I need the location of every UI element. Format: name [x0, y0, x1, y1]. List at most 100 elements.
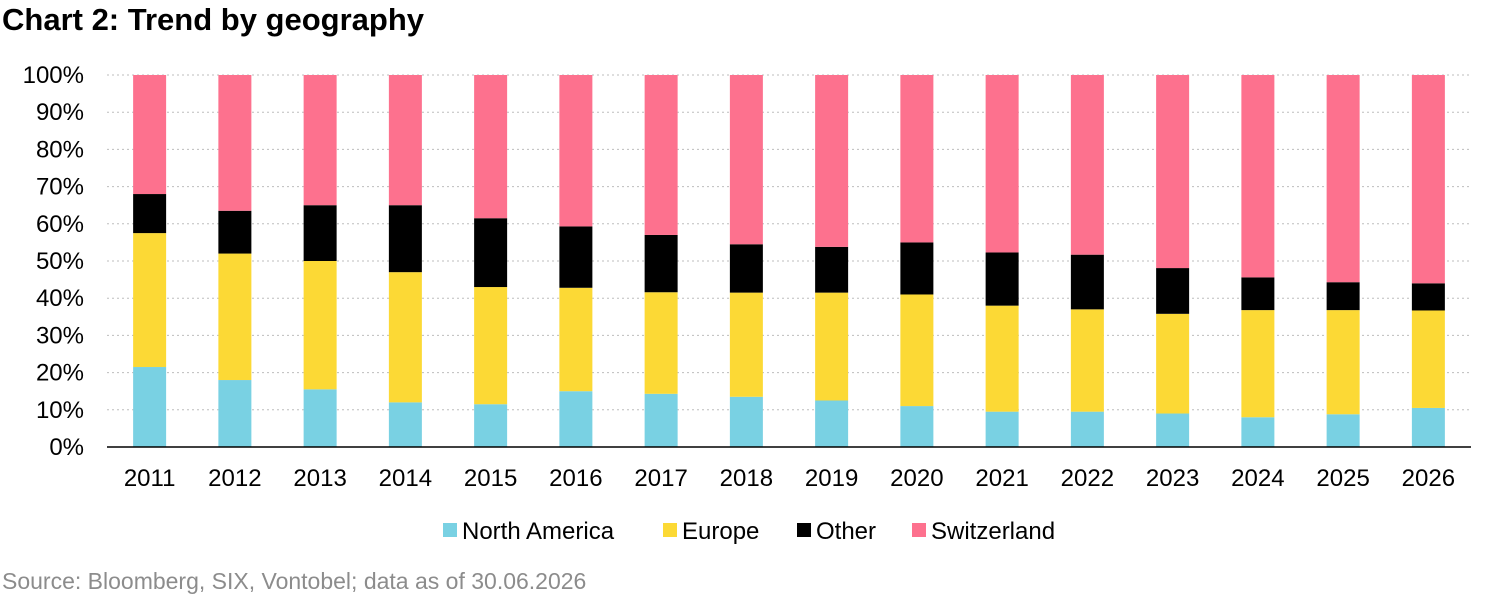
- chart-title: Chart 2: Trend by geography: [2, 2, 425, 37]
- x-tick-label: 2015: [464, 465, 517, 492]
- bar-segment-north-america: [729, 396, 763, 447]
- bar-segment-europe: [388, 272, 422, 403]
- y-tick-label: 30%: [36, 322, 84, 349]
- source-note: Source: Bloomberg, SIX, Vontobel; data a…: [2, 568, 587, 594]
- x-axis-ticks: 2011 2012 2013 2014 2015 2016 2017 2018 2019 2020…: [124, 465, 1455, 492]
- bars: [133, 75, 1445, 447]
- bar-segment-north-america: [388, 402, 422, 447]
- bar-segment-other: [729, 244, 763, 293]
- bar-segment-switzerland: [985, 75, 1019, 253]
- bar-segment-europe: [474, 287, 508, 405]
- bar-segment-switzerland: [1326, 75, 1360, 283]
- bar-segment-europe: [985, 305, 1019, 412]
- y-tick-label: 40%: [36, 285, 84, 312]
- bar-segment-europe: [303, 261, 337, 390]
- bar-segment-other: [133, 194, 167, 234]
- x-tick-label: 2012: [208, 465, 261, 492]
- bar-segment-switzerland: [303, 75, 337, 206]
- bar-segment-europe: [900, 294, 934, 407]
- y-tick-label: 60%: [36, 211, 84, 238]
- bar-segment-europe: [559, 287, 593, 392]
- bar-segment-north-america: [559, 391, 593, 447]
- y-tick-label: 50%: [36, 248, 84, 275]
- bar-segment-other: [815, 246, 849, 293]
- bar-segment-europe: [729, 292, 763, 397]
- bar-segment-europe: [1411, 310, 1445, 408]
- bar-segment-switzerland: [559, 75, 593, 227]
- legend: North America Europe Other Switzerland: [443, 518, 1055, 545]
- bar-segment-switzerland: [133, 75, 167, 195]
- y-tick-label: 20%: [36, 360, 84, 387]
- bar-segment-north-america: [1156, 413, 1190, 447]
- bar-segment-north-america: [900, 406, 934, 447]
- x-tick-label: 2021: [975, 465, 1028, 492]
- bar-segment-other: [1156, 268, 1190, 314]
- bar-segment-other: [474, 218, 508, 288]
- legend-swatch: [797, 523, 811, 537]
- x-tick-label: 2025: [1316, 465, 1369, 492]
- bar-segment-other: [1326, 282, 1360, 311]
- y-tick-label: 100%: [23, 62, 84, 89]
- x-tick-label: 2022: [1061, 465, 1114, 492]
- x-tick-label: 2024: [1231, 465, 1284, 492]
- bar-segment-north-america: [815, 400, 849, 447]
- bar-segment-other: [1070, 254, 1104, 310]
- y-tick-label: 80%: [36, 136, 84, 163]
- legend-swatch: [443, 523, 457, 537]
- bar-segment-europe: [218, 253, 252, 381]
- bar-segment-north-america: [985, 411, 1019, 447]
- bar-segment-switzerland: [644, 75, 678, 235]
- bar-segment-switzerland: [388, 75, 422, 206]
- bar-segment-europe: [1326, 310, 1360, 415]
- bar-segment-switzerland: [474, 75, 508, 219]
- bar-segment-other: [388, 205, 422, 273]
- bar-segment-other: [218, 210, 252, 254]
- legend-swatch: [912, 523, 926, 537]
- x-tick-label: 2017: [634, 465, 687, 492]
- legend-label: Europe: [682, 518, 759, 545]
- legend-label: North America: [462, 518, 615, 545]
- bar-segment-other: [985, 252, 1019, 306]
- bar-segment-europe: [1070, 309, 1104, 412]
- bar-segment-europe: [815, 292, 849, 401]
- x-tick-label: 2011: [124, 465, 176, 492]
- x-tick-label: 2013: [293, 465, 346, 492]
- x-tick-label: 2019: [805, 465, 858, 492]
- bar-segment-other: [1241, 277, 1275, 311]
- bar-segment-north-america: [303, 389, 337, 447]
- bar-segment-europe: [644, 292, 678, 394]
- bar-segment-switzerland: [1156, 75, 1190, 269]
- bar-segment-other: [644, 234, 678, 293]
- bar-segment-europe: [1241, 310, 1275, 418]
- bar-segment-switzerland: [815, 75, 849, 247]
- bar-segment-switzerland: [218, 75, 252, 211]
- bar-segment-other: [559, 226, 593, 288]
- x-tick-label: 2018: [720, 465, 773, 492]
- bar-segment-switzerland: [1411, 75, 1445, 284]
- x-tick-label: 2026: [1402, 465, 1455, 492]
- legend-swatch: [663, 523, 677, 537]
- x-tick-label: 2020: [890, 465, 943, 492]
- bar-segment-north-america: [218, 380, 252, 447]
- bar-segment-north-america: [133, 367, 167, 447]
- y-tick-label: 70%: [36, 174, 84, 201]
- y-tick-label: 10%: [36, 397, 84, 424]
- bar-segment-switzerland: [900, 75, 934, 243]
- bar-segment-switzerland: [1070, 75, 1104, 255]
- bar-segment-other: [900, 242, 934, 295]
- bar-segment-europe: [1156, 313, 1190, 414]
- y-tick-label: 0%: [49, 434, 84, 461]
- bar-segment-north-america: [1411, 407, 1445, 447]
- bar-segment-europe: [133, 233, 167, 368]
- bar-segment-other: [303, 205, 337, 261]
- bar-segment-switzerland: [729, 75, 763, 245]
- bar-segment-north-america: [1326, 414, 1360, 447]
- legend-label: Other: [816, 518, 876, 545]
- bar-segment-north-america: [1070, 411, 1104, 447]
- bar-segment-north-america: [1241, 417, 1275, 447]
- y-axis-ticks: 0% 10% 20% 30% 40% 50% 60% 70% 80% 90% 100%: [23, 62, 84, 461]
- y-tick-label: 90%: [36, 99, 84, 126]
- bar-segment-switzerland: [1241, 75, 1275, 278]
- bar-segment-other: [1411, 283, 1445, 311]
